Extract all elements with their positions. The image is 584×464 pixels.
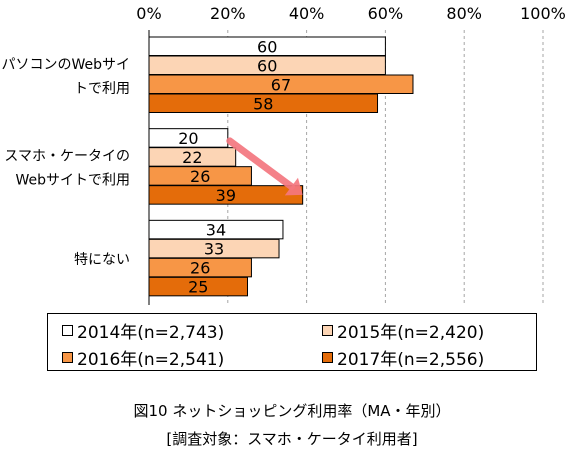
legend-label-2017: 2017年(n=2,556) <box>337 350 485 370</box>
legend-swatch-2017 <box>322 352 333 363</box>
figure-subcaption: [調査対象：スマホ・ケータイ利用者] <box>166 430 418 448</box>
x-tick-label: 40% <box>289 4 325 23</box>
x-tick-label: 0% <box>136 4 161 23</box>
data-label: 22 <box>182 148 202 167</box>
legend-swatch-2016 <box>62 352 73 363</box>
legend-item-2014: 2014年(n=2,743) <box>62 318 224 343</box>
bar <box>148 93 379 113</box>
trend-arrow <box>226 137 295 191</box>
category-label: スマホ・ケータイの <box>4 149 130 165</box>
legend-label-2014: 2014年(n=2,743) <box>77 323 225 343</box>
x-tick-label: 20% <box>210 4 246 23</box>
data-label: 33 <box>204 240 224 259</box>
data-label: 60 <box>257 56 277 75</box>
category-label: パソコンのWebサイ <box>1 57 130 73</box>
legend-item-2015: 2015年(n=2,420) <box>322 318 484 343</box>
chart-legend: 2014年(n=2,743) 2015年(n=2,420) 2016年(n=2,… <box>47 313 537 371</box>
legend-label-2015: 2015年(n=2,420) <box>337 323 485 343</box>
legend-label-2016: 2016年(n=2,541) <box>77 350 225 370</box>
data-label: 60 <box>257 37 277 56</box>
legend-item-2016: 2016年(n=2,541) <box>62 345 224 370</box>
x-tick-label: 100% <box>520 4 566 23</box>
data-label: 25 <box>188 278 208 297</box>
trend-arrow-head <box>284 177 303 196</box>
data-label: 26 <box>190 167 210 186</box>
legend-swatch-2014 <box>62 325 73 336</box>
category-label: 特にない <box>74 252 130 268</box>
category-label: Webサイトで利用 <box>15 173 130 189</box>
data-label: 67 <box>271 75 291 94</box>
data-label: 20 <box>178 129 198 148</box>
bar-chart: 0% 20% 40% 60% 80% 100%60606758パソコンのWebサイトで利用… <box>1 4 566 305</box>
legend-item-2017: 2017年(n=2,556) <box>322 345 484 370</box>
data-label: 39 <box>216 186 236 205</box>
category-label: トで利用 <box>74 81 130 97</box>
data-label: 58 <box>253 94 273 113</box>
legend-swatch-2015 <box>322 325 333 336</box>
x-tick-label: 60% <box>368 4 404 23</box>
bar <box>148 238 280 259</box>
figure-caption: 図10 ネットショッピング利用率（MA・年別） <box>133 402 451 420</box>
data-label: 26 <box>190 259 210 278</box>
bar <box>148 276 248 297</box>
x-tick-label: 80% <box>446 4 482 23</box>
data-label: 34 <box>206 221 226 240</box>
